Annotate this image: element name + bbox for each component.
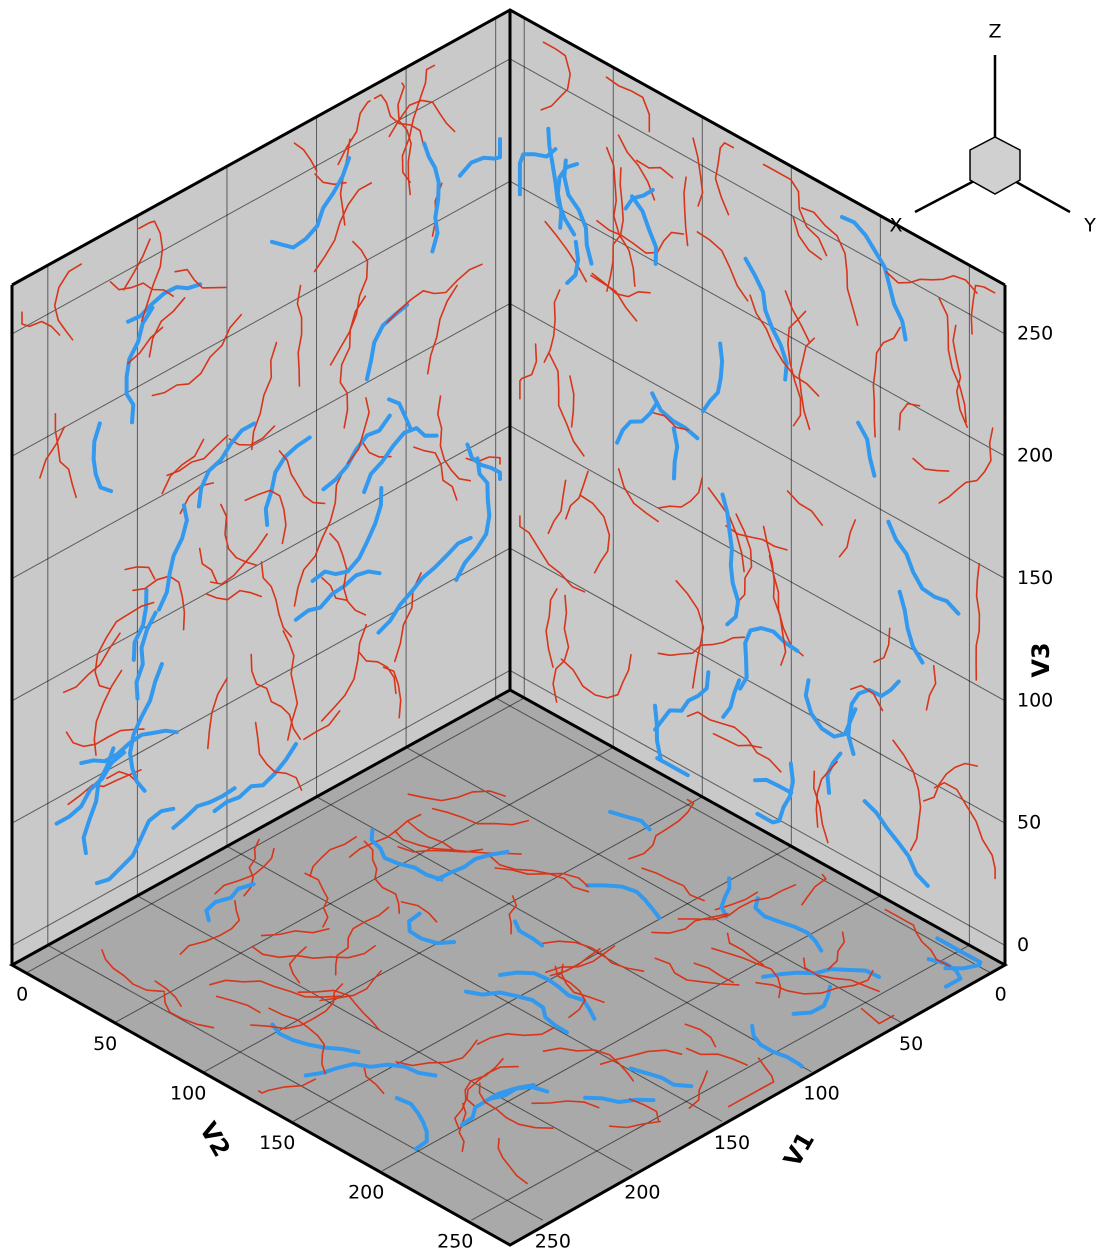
z-axis-title: V3: [1027, 642, 1055, 677]
y-tick-label: 100: [170, 1082, 206, 1104]
y-tick-label: 0: [16, 983, 28, 1005]
y-axis-title: V2: [194, 1117, 236, 1162]
x-tick-label: 50: [899, 1033, 923, 1055]
z-tick-label: 100: [1017, 689, 1053, 711]
y-tick-label: 50: [93, 1033, 117, 1055]
x-tick-label: 0: [995, 983, 1007, 1005]
x-axis-title: V1: [778, 1127, 820, 1172]
x-tick-label: 100: [803, 1082, 839, 1104]
y-tick-label: 150: [259, 1132, 295, 1154]
z-tick-label: 150: [1017, 567, 1053, 589]
x-tick-label: 150: [714, 1132, 750, 1154]
z-tick-label: 200: [1017, 445, 1053, 467]
chart: Z Y X V3 V1 V2 0 50 100 150 200 250 0 50 100 150 2…: [0, 0, 1107, 1254]
triad-label-x: X: [889, 215, 902, 237]
triad-label-y: Y: [1083, 215, 1096, 237]
y-tick-label: 200: [348, 1181, 384, 1203]
x-tick-label: 250: [535, 1231, 571, 1253]
triad-cube: [970, 137, 1020, 194]
triad-label-z: Z: [988, 21, 1001, 43]
orientation-triad: [915, 55, 1070, 212]
x-tick-label: 200: [624, 1181, 660, 1203]
z-tick-label: 50: [1017, 812, 1041, 834]
page: Z Y X V3 V1 V2 0 50 100 150 200 250 0 50 100 150 2…: [0, 0, 1107, 1254]
z-tick-label: 250: [1017, 322, 1053, 344]
z-tick-label: 0: [1017, 934, 1029, 956]
y-tick-label: 250: [437, 1231, 473, 1253]
